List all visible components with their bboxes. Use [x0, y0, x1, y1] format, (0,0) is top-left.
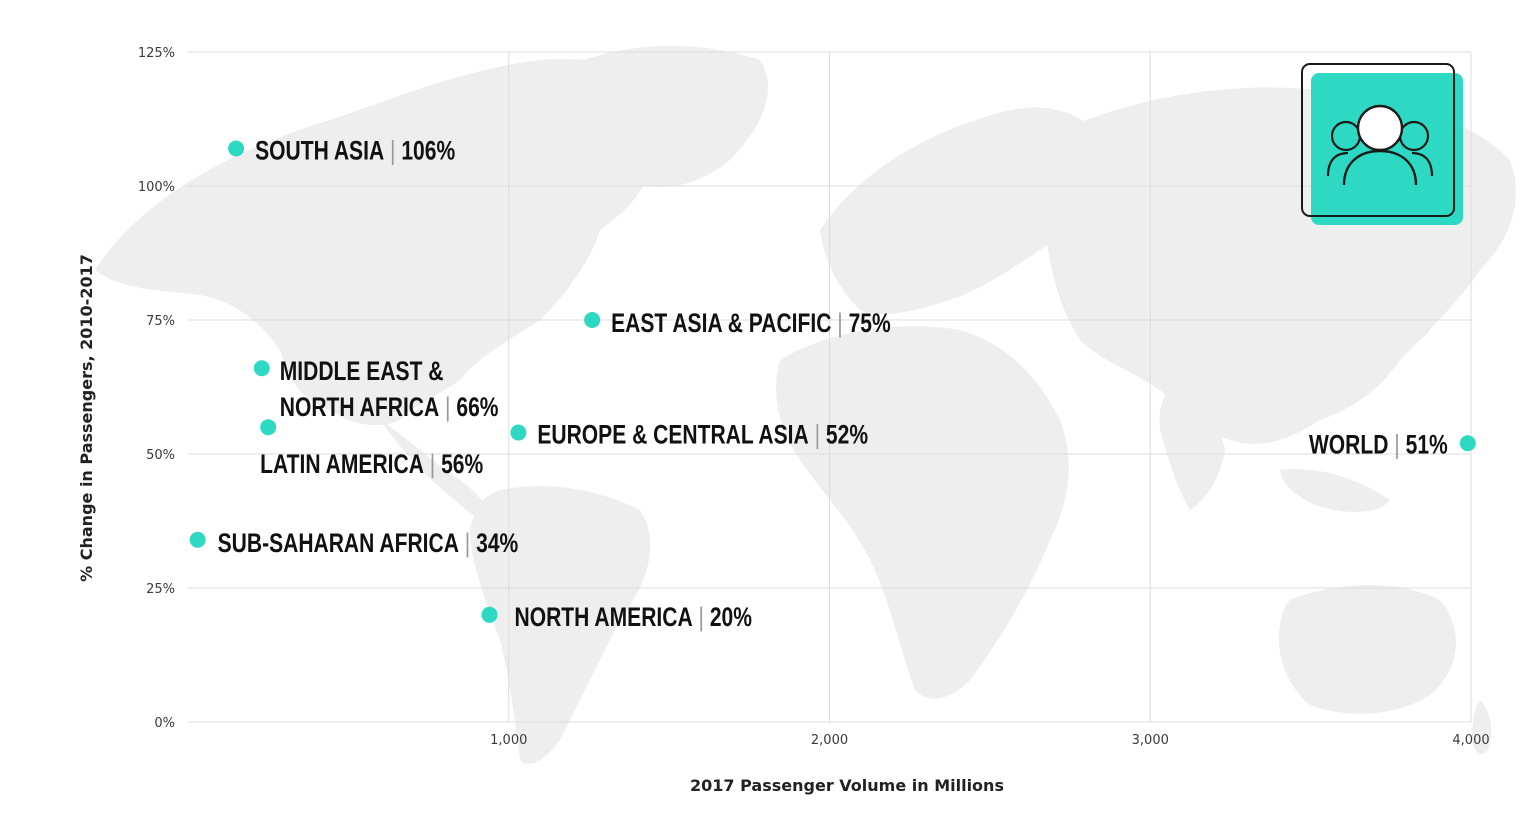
label-separator: |: [1388, 430, 1405, 460]
label-separator: |: [459, 528, 476, 558]
data-point-label: NORTH AMERICA | 20%: [515, 602, 752, 632]
label-separator: |: [809, 420, 826, 450]
y-tick-label: 125%: [138, 46, 175, 61]
label-separator: |: [439, 393, 456, 423]
data-point-group: NORTH AMERICA | 20%: [481, 602, 752, 632]
region-name: MIDDLE EAST &: [280, 357, 444, 387]
x-axis-title: 2017 Passenger Volume in Millions: [690, 776, 1004, 795]
label-separator: |: [693, 602, 710, 632]
data-point-label: LATIN AMERICA | 56%: [260, 450, 483, 480]
y-axis-title: % Change in Passengers, 2010-2017: [77, 254, 96, 582]
data-point-label: MIDDLE EAST & NORTH AFRICA | 66%: [280, 357, 499, 423]
data-points: SOUTH ASIA | 106% EAST ASIA & PACIFIC | 7…: [189, 136, 1476, 632]
region-percent: 34%: [476, 528, 518, 558]
data-point-marker: [1459, 435, 1476, 452]
region-percent: 20%: [710, 602, 752, 632]
region-name: NORTH AMERICA: [515, 602, 693, 632]
data-point-group: LATIN AMERICA | 56%: [260, 419, 483, 480]
data-point-marker: [228, 140, 245, 157]
data-point-marker: [253, 360, 270, 377]
x-tick-label: 3,000: [1132, 733, 1169, 748]
x-tick-label: 1,000: [490, 733, 527, 748]
region-name: LATIN AMERICA: [260, 450, 424, 480]
data-point-label: EUROPE & CENTRAL ASIA | 52%: [537, 420, 868, 450]
region-percent: 52%: [826, 420, 868, 450]
data-point-label: WORLD | 51%: [1309, 430, 1448, 460]
x-axis-ticks: 1,000 2,000 3,000 4,000: [490, 733, 1489, 748]
data-point-marker: [584, 312, 601, 328]
region-name: WORLD: [1309, 430, 1389, 460]
badge-outline: [1301, 63, 1455, 217]
region-percent: 66%: [456, 393, 498, 423]
y-tick-label: 75%: [146, 314, 175, 329]
data-point-group: MIDDLE EAST & NORTH AFRICA | 66%: [253, 357, 499, 423]
data-point-group: SOUTH ASIA | 106%: [228, 136, 455, 166]
data-point-marker: [189, 531, 206, 548]
region-percent: 51%: [1406, 430, 1448, 460]
region-percent: 56%: [441, 450, 483, 480]
y-axis-ticks: 0% 25% 50% 75% 100% 125%: [138, 46, 175, 731]
region-percent: 75%: [849, 309, 891, 339]
data-point-group: WORLD | 51%: [1309, 430, 1476, 460]
label-separator: |: [831, 309, 848, 339]
region-name-line2: NORTH AFRICA: [280, 393, 439, 423]
data-point-label: EAST ASIA & PACIFIC | 75%: [611, 309, 891, 339]
label-separator: |: [384, 136, 401, 166]
x-tick-label: 2,000: [811, 733, 848, 748]
region-name: EUROPE & CENTRAL ASIA: [537, 420, 808, 450]
data-point-marker: [510, 424, 527, 441]
data-point-group: EAST ASIA & PACIFIC | 75%: [584, 309, 891, 339]
y-tick-label: 25%: [146, 582, 175, 597]
data-point-group: SUB-SAHARAN AFRICA | 34%: [189, 528, 519, 558]
y-tick-label: 0%: [154, 716, 175, 731]
data-point-marker: [260, 419, 277, 436]
region-percent: 106%: [401, 136, 455, 166]
data-point-group: EUROPE & CENTRAL ASIA | 52%: [510, 420, 868, 450]
data-point-label: SOUTH ASIA | 106%: [255, 136, 455, 166]
label-separator: |: [424, 450, 441, 480]
region-name: SUB-SAHARAN AFRICA: [218, 528, 459, 558]
y-tick-label: 50%: [146, 448, 175, 463]
data-point-label: SUB-SAHARAN AFRICA | 34%: [218, 528, 519, 558]
region-name: SOUTH ASIA: [255, 136, 384, 166]
grid-lines: [188, 51, 1472, 723]
x-tick-label: 4,000: [1452, 733, 1489, 748]
region-name: EAST ASIA & PACIFIC: [611, 309, 831, 339]
y-tick-label: 100%: [138, 180, 175, 195]
users-group-icon: [1301, 63, 1463, 225]
data-point-marker: [481, 606, 498, 623]
world-map-background: [95, 46, 1516, 764]
